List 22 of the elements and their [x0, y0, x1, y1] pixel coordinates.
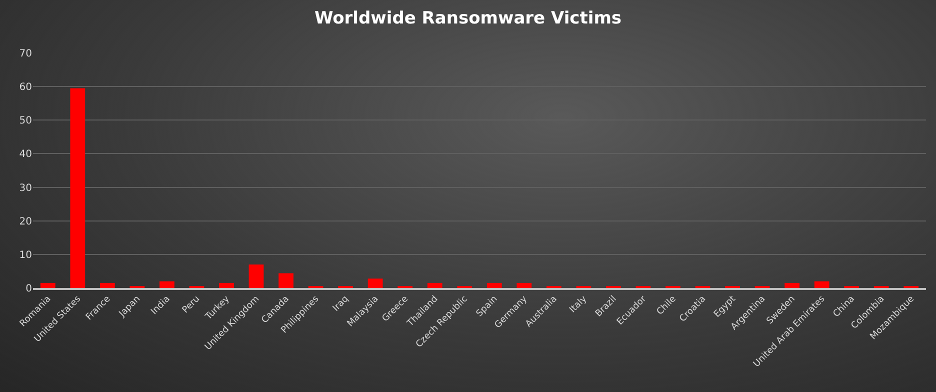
bar — [486, 282, 502, 288]
bar — [814, 281, 830, 288]
bar — [368, 278, 383, 288]
y-tick-label: 70 — [19, 48, 32, 60]
bar — [516, 282, 532, 288]
bar — [100, 282, 115, 288]
y-tick-label: 30 — [19, 182, 32, 194]
y-tick-label: 20 — [19, 216, 32, 228]
bar — [427, 282, 442, 288]
bar — [70, 88, 86, 288]
bar — [784, 282, 800, 288]
bar — [40, 282, 56, 288]
y-tick-label: 40 — [19, 149, 32, 160]
chart-title: Worldwide Ransomware Victims — [314, 8, 622, 29]
y-tick-label: 60 — [19, 82, 32, 94]
bar — [160, 281, 174, 288]
y-tick-label: 0 — [26, 284, 32, 294]
bar — [278, 273, 294, 288]
y-tick-label: 10 — [19, 250, 32, 261]
bar — [248, 264, 264, 288]
bar — [219, 282, 234, 288]
y-tick-label: 50 — [19, 116, 32, 127]
